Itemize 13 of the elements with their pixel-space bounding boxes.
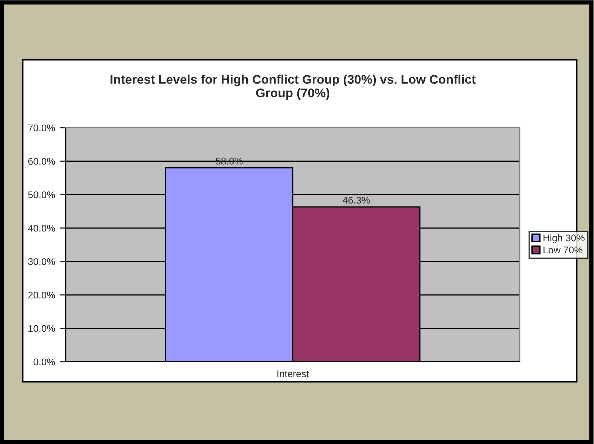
y-tick-label: 20.0% <box>28 292 56 299</box>
y-tick-label: 0.0% <box>34 358 56 366</box>
x-tick-label: Interest <box>278 370 310 378</box>
y-tick-label: 60.0% <box>28 158 56 166</box>
y-tick-label: 10.0% <box>28 325 56 332</box>
legend-label: Low 70% <box>544 246 583 254</box>
y-tick-label: 40.0% <box>28 225 56 232</box>
y-tick-label: 70.0% <box>28 124 56 132</box>
legend-label: High 30% <box>544 234 585 244</box>
data-label: 46.3% <box>343 197 370 204</box>
y-tick-label: 50.0% <box>28 192 56 198</box>
chart-title: Interest Levels for High Conflict Group (30%) vs. Low Conflict Group (70%) <box>110 74 476 100</box>
y-tick-label: 30.0% <box>28 258 56 266</box>
